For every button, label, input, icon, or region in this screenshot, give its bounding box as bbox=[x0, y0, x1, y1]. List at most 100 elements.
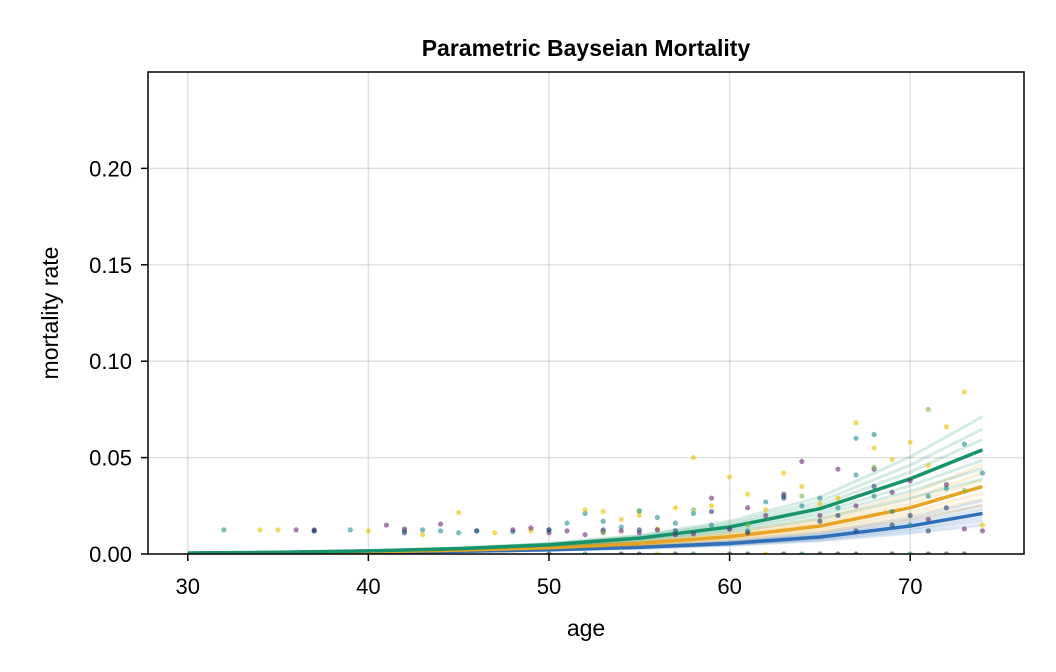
data-point bbox=[672, 532, 679, 538]
data-point bbox=[799, 458, 805, 465]
x-tick-label: 40 bbox=[356, 574, 380, 599]
y-tick-label: 0.15 bbox=[89, 253, 132, 278]
x-axis-label: age bbox=[567, 615, 605, 641]
data-point bbox=[221, 527, 227, 533]
data-point bbox=[943, 481, 949, 488]
data-point bbox=[528, 525, 534, 531]
data-point bbox=[889, 489, 895, 495]
data-point bbox=[365, 528, 371, 534]
x-tick-label: 70 bbox=[898, 574, 922, 599]
data-point bbox=[257, 527, 263, 533]
data-point bbox=[763, 499, 769, 505]
data-point bbox=[943, 505, 949, 511]
plot-frame bbox=[147, 71, 1025, 555]
data-point bbox=[546, 527, 552, 533]
data-point bbox=[510, 527, 516, 533]
data-point bbox=[654, 514, 660, 520]
data-point bbox=[582, 532, 588, 538]
data-point bbox=[763, 512, 769, 519]
data-point bbox=[636, 512, 642, 519]
data-point bbox=[438, 521, 444, 527]
y-tick-label: 0.20 bbox=[89, 156, 132, 181]
data-point bbox=[853, 435, 859, 441]
data-point bbox=[383, 522, 390, 528]
data-point bbox=[690, 531, 697, 537]
data-point bbox=[925, 462, 931, 468]
data-point bbox=[871, 464, 877, 470]
chart-title: Parametric Bayseian Mortality bbox=[422, 35, 751, 61]
data-point bbox=[456, 509, 462, 516]
data-point bbox=[672, 528, 679, 534]
data-point bbox=[853, 528, 859, 534]
data-point bbox=[907, 439, 913, 445]
data-point bbox=[853, 472, 859, 478]
data-point bbox=[943, 424, 949, 430]
data-point bbox=[726, 474, 733, 480]
data-point bbox=[708, 522, 715, 528]
data-point bbox=[401, 530, 408, 536]
x-tick-label: 60 bbox=[717, 574, 741, 599]
curve-mean bbox=[187, 448, 984, 554]
data-point bbox=[438, 528, 444, 534]
data-point bbox=[745, 522, 751, 528]
data-point bbox=[672, 520, 679, 526]
data-point bbox=[726, 526, 733, 532]
data-point bbox=[961, 526, 967, 532]
data-point bbox=[492, 530, 498, 536]
data-point bbox=[636, 508, 642, 515]
data-point bbox=[654, 527, 660, 533]
data-point bbox=[419, 527, 426, 533]
y-tick-label: 0.10 bbox=[89, 349, 132, 374]
data-point bbox=[401, 526, 408, 532]
data-point bbox=[781, 495, 787, 501]
data-point bbox=[564, 520, 570, 526]
data-point bbox=[979, 528, 986, 534]
data-point bbox=[961, 487, 967, 493]
data-point bbox=[708, 508, 715, 515]
data-point bbox=[907, 522, 913, 528]
data-point bbox=[799, 503, 805, 509]
fitted-curves bbox=[187, 415, 984, 554]
data-point bbox=[925, 516, 931, 522]
data-point bbox=[799, 493, 805, 499]
data-point bbox=[708, 503, 715, 509]
data-point bbox=[618, 528, 624, 534]
y-axis-ticks: 0.00 0.05 0.10 0.15 0.20 bbox=[89, 156, 148, 567]
data-point bbox=[817, 501, 823, 507]
data-point bbox=[853, 420, 859, 426]
data-point bbox=[925, 528, 931, 534]
data-point bbox=[871, 483, 877, 490]
data-point bbox=[979, 522, 986, 528]
data-point bbox=[708, 495, 715, 501]
data-point bbox=[925, 493, 931, 499]
data-point bbox=[835, 512, 841, 519]
data-point bbox=[889, 456, 895, 463]
data-point bbox=[907, 512, 913, 519]
data-point bbox=[871, 431, 877, 438]
grid-lines bbox=[148, 72, 1024, 554]
data-point bbox=[871, 445, 877, 451]
data-point bbox=[781, 491, 787, 497]
y-tick-label: 0.05 bbox=[89, 446, 132, 471]
x-tick-label: 30 bbox=[175, 574, 199, 599]
data-point bbox=[419, 532, 426, 538]
data-point bbox=[907, 478, 913, 484]
data-point bbox=[474, 528, 480, 534]
data-point bbox=[925, 406, 931, 412]
data-point bbox=[745, 505, 751, 511]
data-point bbox=[817, 512, 823, 519]
data-point bbox=[672, 505, 679, 511]
data-point bbox=[781, 470, 787, 476]
data-point bbox=[275, 527, 281, 533]
data-point bbox=[582, 510, 588, 517]
x-tick-label: 50 bbox=[537, 574, 561, 599]
y-axis-label: mortality rate bbox=[37, 247, 63, 380]
x-axis-ticks: 30 40 50 60 70 bbox=[175, 554, 922, 599]
y-tick-label: 0.00 bbox=[89, 542, 132, 567]
data-point bbox=[889, 522, 895, 528]
data-point bbox=[636, 527, 642, 533]
data-point bbox=[835, 466, 841, 472]
data-point bbox=[835, 505, 841, 511]
